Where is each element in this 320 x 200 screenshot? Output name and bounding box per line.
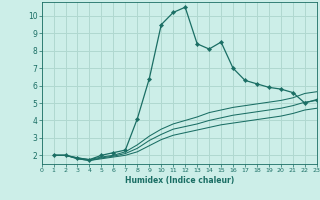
X-axis label: Humidex (Indice chaleur): Humidex (Indice chaleur) <box>124 176 234 185</box>
